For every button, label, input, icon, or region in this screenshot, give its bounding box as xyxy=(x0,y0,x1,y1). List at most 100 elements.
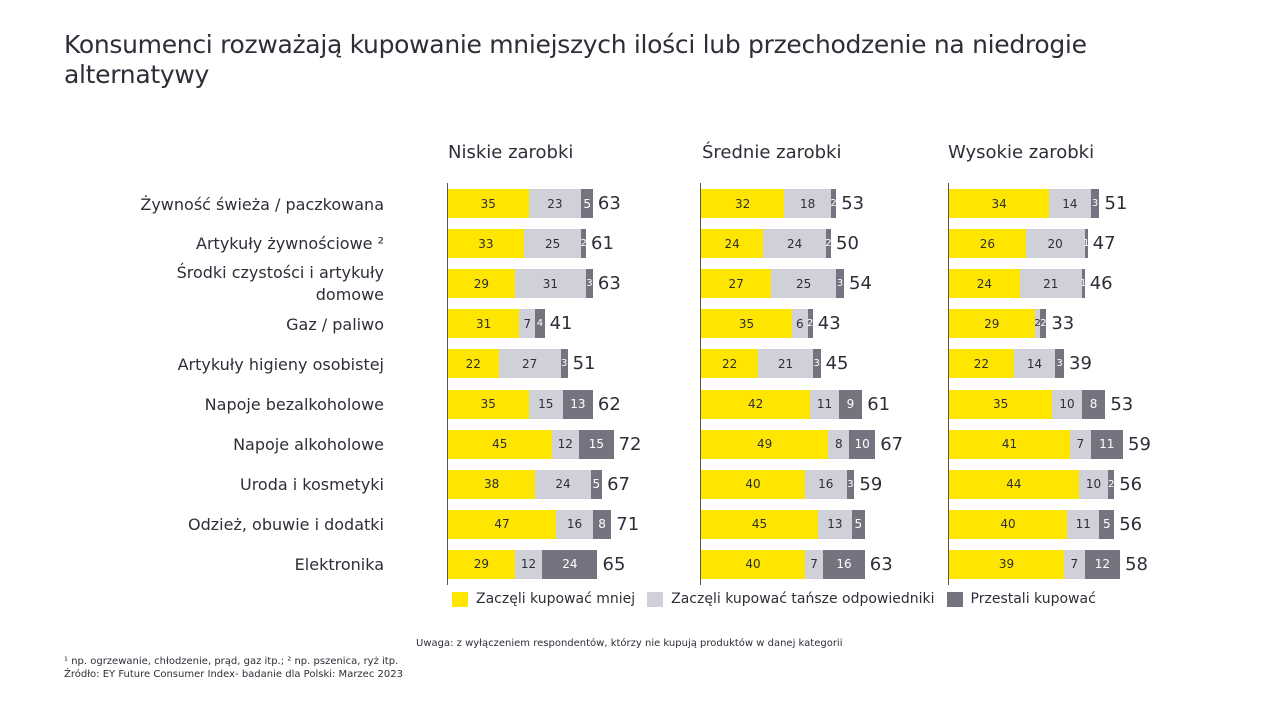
total-label: 53 xyxy=(841,193,865,214)
category-label: Napoje bezalkoholowe xyxy=(204,395,384,414)
data-label: 6 xyxy=(795,316,804,331)
bar-segment-stopped: 11 xyxy=(1090,429,1124,459)
bar-segment-buy-less: 40 xyxy=(949,509,1067,539)
bar-segment-cheaper: 6 xyxy=(792,309,808,339)
data-label: 38 xyxy=(484,477,500,492)
bar-segment-cheaper: 15 xyxy=(528,389,563,419)
data-label: 8 xyxy=(598,517,606,532)
data-label: 7 xyxy=(1076,437,1085,452)
bar-segment-cheaper: 16 xyxy=(556,509,593,539)
data-label: 8 xyxy=(1089,397,1098,411)
bar-segment-buy-less: 24 xyxy=(949,269,1020,299)
bar-segment-stopped: 3 xyxy=(812,349,821,379)
bar-segment-buy-less: 35 xyxy=(701,309,792,339)
bar-segment-buy-less: 44 xyxy=(949,469,1079,499)
panel-axis-line xyxy=(447,183,448,585)
data-label: 21 xyxy=(1043,276,1059,291)
data-label: 2 xyxy=(825,238,832,250)
category-label: Żywność świeża / paczkowana xyxy=(140,195,384,214)
data-label: 24 xyxy=(786,236,803,251)
total-label: 51 xyxy=(572,353,596,375)
bar-segment-buy-less: 22 xyxy=(949,349,1014,379)
data-label: 42 xyxy=(747,397,764,411)
bar-segment-stopped: 3 xyxy=(846,469,855,499)
panel-title: Wysokie zarobki xyxy=(948,142,1095,163)
panel-title: Niskie zarobki xyxy=(448,142,574,163)
bar-segment-stopped: 15 xyxy=(579,429,614,459)
data-label: 11 xyxy=(816,397,833,411)
bar-segment-stopped: 2 xyxy=(1040,309,1047,339)
bar-segment-buy-less: 22 xyxy=(701,349,759,379)
data-label: 5 xyxy=(1102,517,1111,532)
bar-segment-buy-less: 40 xyxy=(701,469,805,499)
data-label: 3 xyxy=(836,278,844,290)
data-label: 1 xyxy=(1082,238,1090,250)
bar-segment-buy-less: 32 xyxy=(701,189,785,218)
total-label: 46 xyxy=(1089,273,1113,295)
bar-segment-stopped: 12 xyxy=(1084,549,1121,579)
bar-segment-cheaper: 25 xyxy=(523,229,582,259)
bar-segment-stopped: 16 xyxy=(823,549,865,579)
bar-segment-buy-less: 49 xyxy=(701,429,829,459)
bar-segment-stopped: 8 xyxy=(1081,389,1106,419)
data-label: 26 xyxy=(979,236,995,251)
data-label: 24 xyxy=(976,276,993,291)
bar-segment-buy-less: 39 xyxy=(949,549,1065,579)
legend-swatch-dark-gray xyxy=(946,591,963,607)
bar-segment-cheaper: 12 xyxy=(514,549,543,579)
data-label: 12 xyxy=(520,557,537,572)
bar-segment-cheaper: 8 xyxy=(828,429,850,459)
data-label: 29 xyxy=(473,276,489,291)
category-label: Napoje alkoholowe xyxy=(233,435,384,454)
data-label: 10 xyxy=(1085,477,1102,492)
bar-segment-stopped: 4 xyxy=(535,309,545,339)
data-label: 45 xyxy=(751,517,768,532)
bar-segment-stopped: 5 xyxy=(590,469,603,499)
data-label: 8 xyxy=(834,437,843,452)
data-label: 13 xyxy=(570,397,586,411)
bar-segment-stopped: 2 xyxy=(830,189,837,218)
data-label: 25 xyxy=(545,236,561,251)
bar-segment-cheaper: 10 xyxy=(1078,469,1109,499)
data-label: 22 xyxy=(721,356,738,371)
data-label: 39 xyxy=(998,557,1015,572)
bar-segment-buy-less: 29 xyxy=(448,549,515,579)
bar-segment-buy-less: 31 xyxy=(448,309,520,339)
bar-segment-stopped: 2 xyxy=(807,309,813,339)
total-label: 43 xyxy=(817,313,841,335)
bar-segment-stopped: 10 xyxy=(849,429,876,459)
data-label: 2 xyxy=(1034,318,1041,330)
category-label: Środki czystości i artykuły domowe xyxy=(176,263,384,304)
data-label: 3 xyxy=(847,478,854,490)
bar-segment-stopped: 9 xyxy=(838,389,863,419)
bar-segment-cheaper: 27 xyxy=(498,349,561,379)
legend-label: Zaczęli kupować mniej xyxy=(476,591,636,607)
panel-title: Średnie zarobki xyxy=(702,142,842,163)
data-label: 3 xyxy=(1056,358,1063,370)
bar-segment-stopped: 2 xyxy=(1108,469,1114,499)
total-label: 33 xyxy=(1051,313,1075,335)
data-label: 35 xyxy=(480,397,496,411)
bar-segment-stopped: 2 xyxy=(581,229,587,259)
bar-segment-stopped: 3 xyxy=(836,269,844,299)
data-label: 34 xyxy=(991,196,1007,211)
data-label: 21 xyxy=(777,356,794,371)
bar-segment-cheaper: 12 xyxy=(551,429,580,459)
data-label: 22 xyxy=(465,356,481,371)
data-label: 47 xyxy=(494,517,510,532)
bar-segment-cheaper: 7 xyxy=(805,549,824,579)
note-text: Uwaga: z wyłączeniem respondentów, którz… xyxy=(416,638,843,649)
bar-segment-cheaper: 25 xyxy=(771,269,837,299)
bar-segment-stopped: 13 xyxy=(563,389,593,419)
bar-segment-stopped: 3 xyxy=(560,349,568,379)
legend-label: Zaczęli kupować tańsze odpowiedniki xyxy=(671,591,935,607)
data-label: 3 xyxy=(586,278,593,290)
data-label: 18 xyxy=(799,196,816,211)
total-label: 51 xyxy=(1104,193,1128,214)
bar-segment-stopped: 5 xyxy=(581,189,593,218)
data-label: 3 xyxy=(813,358,820,370)
legend-item-cheaper: Zaczęli kupować tańsze odpowiedniki xyxy=(647,591,935,607)
data-label: 40 xyxy=(1000,517,1016,532)
data-label: 35 xyxy=(992,397,1009,411)
data-label: 20 xyxy=(1047,236,1063,251)
